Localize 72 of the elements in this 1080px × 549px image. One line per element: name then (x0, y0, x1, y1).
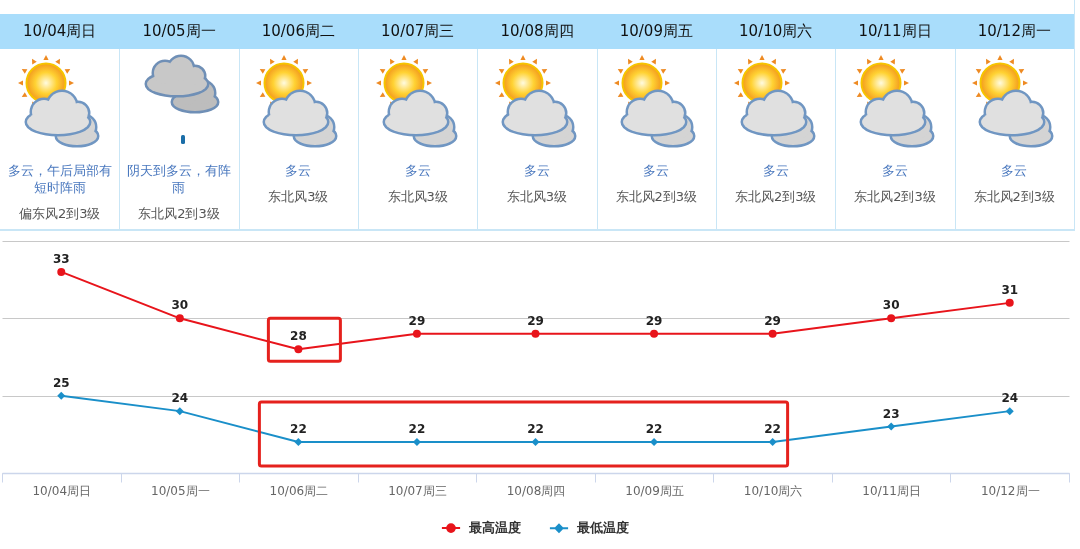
text: 多云 (403, 162, 432, 179)
data-label: 30 (171, 298, 189, 313)
text: 东北风3级 (267, 188, 330, 205)
data-label: 31 (1001, 282, 1019, 297)
category-label: 10/10周六 (738, 21, 814, 42)
category-label: 10/04周日 (22, 21, 98, 42)
legend-label: 最高温度 (468, 520, 521, 536)
point (175, 407, 184, 416)
text: 偏东风2到3级 (17, 205, 102, 222)
x-tick-label: 10/05周一 (151, 483, 210, 498)
x-tick-label: 10/12周一 (980, 483, 1040, 498)
data-label: 29 (764, 313, 781, 328)
text: 多云 (523, 162, 551, 179)
text: 多云 (881, 162, 909, 179)
point (294, 438, 303, 447)
text: 东北风3级 (386, 188, 449, 205)
text: 东北风2到3级 (972, 188, 1057, 205)
data-label: 25 (52, 375, 70, 390)
x-tick-label: 10/06周二 (269, 483, 329, 498)
text: 东北风2到3级 (853, 188, 937, 205)
text: 东北风2到3级 (733, 188, 818, 205)
x-tick-label: 10/07周三 (388, 483, 447, 498)
data-label: 29 (408, 313, 426, 328)
data-label: 24 (1001, 391, 1019, 406)
text: 阴天到多云，有阵雨 (126, 162, 232, 196)
category-label: 10/12周一 (976, 21, 1052, 42)
data-label: 22 (764, 422, 781, 437)
point (175, 314, 184, 323)
text: 多云 (1000, 162, 1029, 179)
point (768, 329, 777, 338)
point (531, 329, 540, 338)
point (412, 329, 421, 338)
x-tick-label: 10/08周四 (506, 483, 566, 498)
category-label: 10/06周二 (260, 21, 336, 42)
point (887, 314, 896, 323)
data-label: 29 (527, 313, 544, 328)
point (57, 391, 66, 400)
text: 东北风2到3级 (137, 205, 221, 222)
data-label: 23 (882, 406, 900, 421)
point (1005, 407, 1014, 416)
text: 多云 (642, 162, 671, 179)
legend-label: 最低温度 (576, 520, 629, 536)
category-label: 10/07周三 (380, 21, 456, 42)
category-label: 10/11周日 (857, 21, 933, 42)
data-label: 24 (171, 391, 189, 406)
text: 东北风2到3级 (614, 188, 699, 205)
data-label: 33 (52, 251, 70, 266)
data-label: 29 (645, 313, 663, 328)
category-label: 10/09周五 (618, 21, 694, 42)
point (531, 438, 540, 447)
category-label: 10/05周一 (141, 21, 217, 42)
point (294, 345, 303, 354)
point (57, 267, 66, 276)
x-tick-label: 10/10周六 (743, 483, 803, 498)
text: 东北风3级 (505, 188, 569, 205)
text: 多云，午后局部有短时阵雨 (6, 162, 113, 196)
data-label: 22 (290, 422, 307, 437)
data-label: 28 (290, 329, 307, 344)
data-label: 30 (882, 298, 900, 313)
data-label: 22 (645, 422, 663, 437)
category-label: 10/08周四 (499, 21, 575, 42)
data-label: 22 (408, 422, 426, 437)
point (768, 438, 777, 447)
point (887, 422, 896, 431)
data-label: 22 (527, 422, 544, 437)
x-tick-label: 10/04周日 (32, 483, 92, 498)
point (650, 329, 659, 338)
text: 多云 (761, 162, 790, 179)
text: 多云 (284, 162, 313, 179)
point (1005, 298, 1014, 307)
x-tick-label: 10/09周五 (625, 483, 684, 498)
x-tick-label: 10/11周日 (862, 483, 921, 498)
